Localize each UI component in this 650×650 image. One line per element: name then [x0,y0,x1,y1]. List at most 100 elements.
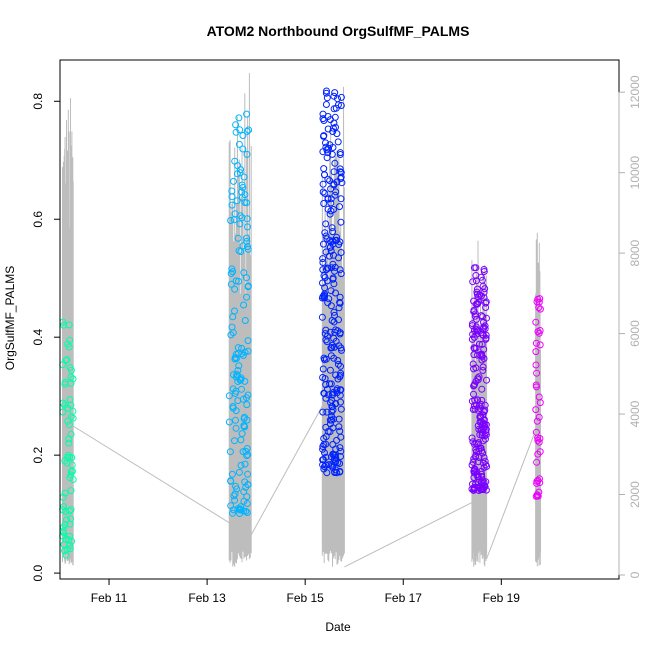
data-point [228,470,236,478]
data-point [322,232,330,240]
data-point [480,318,488,326]
data-point [322,89,330,97]
data-point [324,195,332,203]
data-point [321,449,328,457]
data-point [244,347,252,355]
data-point [240,488,248,496]
altitude-trace [471,240,488,567]
data-point [64,340,72,348]
data-point [337,398,344,406]
data-point [532,428,540,436]
data-point [473,330,481,338]
data-point [329,406,337,414]
data-point [319,445,327,453]
data-point [533,369,541,377]
data-point [332,337,340,345]
data-point [236,126,244,134]
y-tick-label: 0.8 [31,93,45,110]
data-point [322,139,329,147]
data-point [320,132,328,140]
data-point [469,278,477,286]
data-point [240,507,248,515]
data-point [237,374,245,382]
data-point [327,399,335,407]
data-point [238,350,246,358]
data-point [326,420,334,428]
data-point [243,237,251,245]
data-point [67,487,75,495]
x-axis-label: Date [325,620,351,634]
data-point [328,408,336,416]
data-point [244,337,252,345]
data-point [67,515,75,523]
data-point [231,285,239,293]
data-point [330,415,337,423]
data-point [472,272,480,279]
data-point [330,318,338,326]
data-point [227,331,235,339]
data-point [337,93,345,101]
data-point [330,354,338,362]
data-point [478,276,486,284]
data-point [244,282,252,290]
data-point [243,127,251,135]
data-point [334,357,342,364]
data-point [326,416,334,424]
data-point [479,424,487,432]
data-point [337,249,345,256]
data-point [323,408,331,416]
data-point [61,401,69,409]
data-point [66,336,74,344]
data-point [324,175,332,183]
data-point [63,516,71,524]
data-point [65,439,73,447]
data-point [473,315,480,323]
x-tick-label: Feb 17 [385,591,423,605]
data-point [482,431,490,439]
data-point [331,191,339,199]
data-point [333,233,340,241]
data-point [482,478,490,486]
data-point [325,461,333,469]
data-point [337,270,345,278]
data-point [63,356,71,364]
data-point [321,375,329,383]
data-point [321,284,329,292]
data-point [320,354,328,362]
data-point [228,201,236,209]
data-point [337,102,345,109]
data-point [481,457,489,465]
data-point [329,260,337,268]
data-point [319,365,327,373]
y2-tick-label: 4000 [628,400,642,427]
data-point [234,234,242,242]
data-point [66,545,74,553]
data-point [332,445,340,453]
data-point [319,293,327,301]
data-point [320,390,328,397]
data-point [320,200,328,207]
data-point [476,418,484,426]
data-point [239,242,247,250]
data-point [336,386,344,394]
data-point [328,224,336,232]
data-point [474,327,482,334]
data-point [329,228,337,236]
data-point [482,298,490,306]
data-point [478,483,486,491]
data-point [480,266,488,273]
data-point [225,418,233,426]
data-point [65,421,73,429]
altitude-trace [228,73,252,567]
data-point [337,362,344,370]
data-point [323,94,331,102]
data-point [471,405,479,413]
data-point [336,151,344,158]
data-point [232,373,240,381]
data-point [324,113,332,120]
data-point [319,408,327,416]
data-point [535,413,543,421]
data-point [468,434,476,442]
data-point [335,304,343,312]
data-point [483,376,490,384]
